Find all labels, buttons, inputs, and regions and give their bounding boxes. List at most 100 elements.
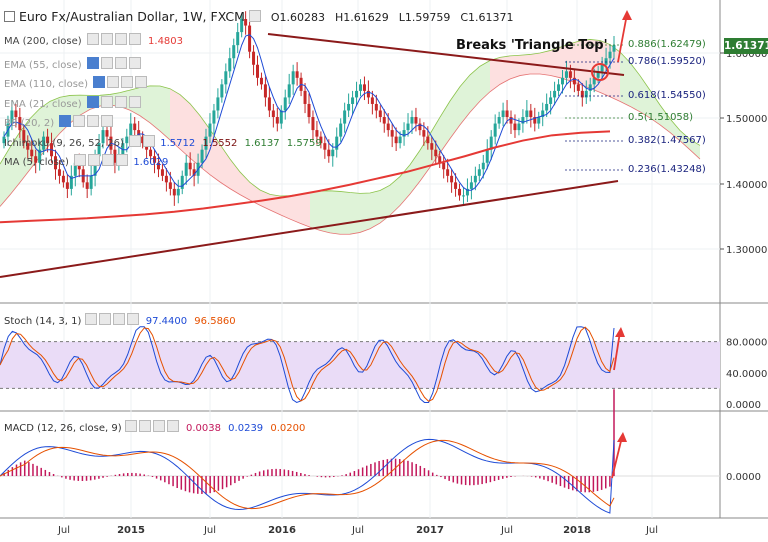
ichimoku-cloud-segment	[510, 55, 520, 79]
candle-body	[129, 123, 133, 137]
stoch-legend[interactable]: Stoch (14, 3, 1) 97.4400 96.5860	[4, 313, 236, 327]
close-icon[interactable]	[166, 420, 179, 432]
legend-ma200[interactable]: MA (200, close) 1.4803	[4, 33, 183, 48]
plus-icon[interactable]	[152, 420, 165, 432]
candle-body	[176, 188, 180, 196]
legend-ichimoku[interactable]: Ichimoku (9, 26, 52, 26) 1.5712 1.5552 1…	[4, 135, 322, 150]
plus-icon[interactable]	[114, 33, 127, 45]
candle-body	[339, 123, 343, 137]
gear-icon[interactable]	[107, 76, 120, 88]
legend-ema21[interactable]: EMA (21, close)	[4, 96, 141, 111]
candle-body	[584, 90, 588, 98]
candle-body	[232, 45, 236, 59]
close-icon[interactable]	[116, 154, 129, 166]
ichimoku-cloud-segment	[330, 190, 340, 235]
candle-body	[263, 84, 267, 98]
chart-title: Euro Fx/Australian Dollar, 1W, FXCM O1.6…	[4, 9, 514, 24]
candle-body	[485, 149, 489, 163]
fib-label-05: 0.5(1.51058)	[628, 112, 694, 123]
close-icon[interactable]	[128, 57, 141, 69]
candle-body	[10, 110, 14, 124]
plus-icon[interactable]	[121, 76, 134, 88]
gear-icon[interactable]	[88, 154, 101, 166]
candle-body	[168, 182, 172, 189]
plus-icon[interactable]	[87, 115, 100, 127]
ichimoku-cloud-segment	[140, 85, 150, 123]
candle-body	[347, 103, 351, 111]
gear-icon[interactable]	[138, 420, 151, 432]
close-icon[interactable]	[128, 33, 141, 45]
candle-body	[244, 19, 248, 26]
candle-body	[113, 149, 117, 163]
plus-icon[interactable]	[114, 57, 127, 69]
candle-body	[279, 110, 283, 124]
fib-label-0618: 0.618(1.54550)	[628, 90, 706, 101]
plus-icon[interactable]	[102, 154, 115, 166]
gear-icon[interactable]	[100, 96, 113, 108]
eye-icon[interactable]	[74, 154, 87, 166]
eye-icon[interactable]	[84, 313, 97, 325]
candle-body	[208, 123, 212, 137]
last-price-label: 1.61371	[724, 38, 768, 54]
legend-ma5[interactable]: MA (5, close) 1.6029	[4, 154, 168, 169]
candle-body	[553, 90, 557, 98]
gear-icon[interactable]	[98, 313, 111, 325]
candle-body	[212, 110, 216, 124]
legend-ema110[interactable]: EMA (110, close)	[4, 76, 148, 91]
ichimoku-cloud-segment	[670, 118, 680, 141]
eye-icon[interactable]	[59, 115, 72, 127]
candle-body	[153, 156, 157, 163]
collapse-icon[interactable]	[4, 11, 15, 22]
candle-body	[529, 110, 533, 118]
eye-icon[interactable]	[86, 33, 99, 45]
ichimoku-cloud-segment	[230, 158, 240, 195]
eye-icon[interactable]	[93, 76, 106, 88]
candle-body	[137, 130, 141, 137]
macd-legend[interactable]: MACD (12, 26, close, 9) 0.0038 0.0239 0.…	[4, 420, 305, 434]
plus-icon[interactable]	[114, 96, 127, 108]
close-icon[interactable]	[128, 96, 141, 108]
eye-icon[interactable]	[86, 57, 99, 69]
ichimoku-cloud-segment	[530, 53, 540, 75]
plus-icon[interactable]	[112, 313, 125, 325]
gear-icon[interactable]	[143, 135, 156, 147]
candle-body	[572, 77, 576, 85]
low-value: L1.59759	[398, 11, 451, 24]
eye-icon[interactable]	[129, 135, 142, 147]
candle-body	[370, 97, 374, 104]
settings-icon[interactable]	[248, 10, 261, 22]
stoch-band	[0, 341, 720, 389]
eye-icon[interactable]	[86, 96, 99, 108]
gear-icon[interactable]	[73, 115, 86, 127]
candle-body	[156, 162, 160, 170]
candle-body	[53, 156, 57, 170]
candle-body	[216, 97, 220, 111]
ichimoku-cloud-segment	[490, 57, 500, 92]
legend-ema55[interactable]: EMA (55, close)	[4, 57, 141, 72]
gear-icon[interactable]	[100, 57, 113, 69]
ichimoku-cloud-segment	[480, 60, 490, 102]
macd-hist-value: 0.0038	[185, 423, 221, 434]
close-icon[interactable]	[126, 313, 139, 325]
candle-body	[133, 123, 137, 131]
close-icon[interactable]	[101, 115, 114, 127]
legend-bb[interactable]: BB (20, 2)	[4, 115, 114, 130]
candle-body	[382, 117, 386, 124]
ichimoku-cloud-segment	[380, 185, 390, 224]
price-tick-label: 1.60000	[726, 49, 767, 60]
eye-icon[interactable]	[124, 420, 137, 432]
candle-body	[252, 51, 256, 65]
candle-body	[608, 51, 612, 59]
candle-body	[220, 84, 224, 98]
candle-body	[295, 71, 299, 78]
candle-body	[430, 143, 434, 150]
candle-body	[65, 182, 69, 189]
candle-body	[410, 117, 414, 124]
fib-label-0382: 0.382(1.47567)	[628, 135, 706, 146]
ichimoku-cloud-segment	[500, 55, 510, 85]
ichimoku-cloud-segment	[460, 74, 470, 125]
close-icon[interactable]	[135, 76, 148, 88]
gear-icon[interactable]	[100, 33, 113, 45]
ichimoku-cloud-segment	[400, 164, 410, 206]
